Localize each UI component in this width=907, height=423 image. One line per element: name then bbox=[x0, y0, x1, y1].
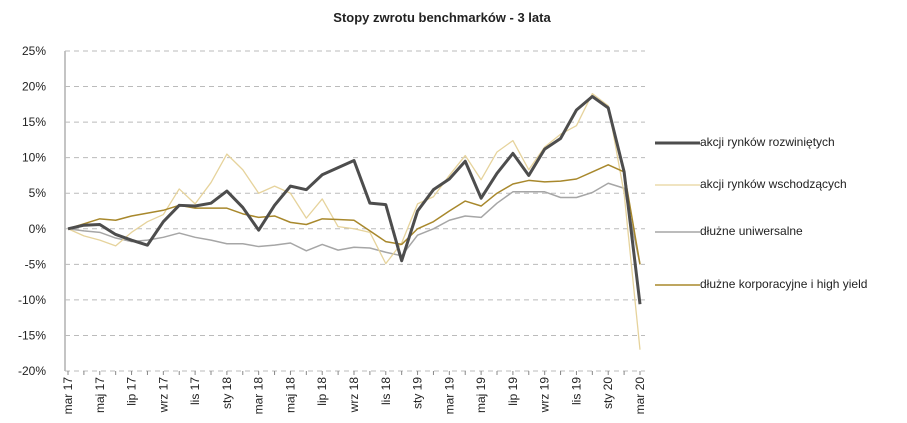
y-tick-label: 15% bbox=[22, 115, 46, 129]
x-tick-label: wrz 19 bbox=[538, 377, 552, 414]
y-tick-label: 0% bbox=[29, 222, 47, 236]
x-tick-label: lip 18 bbox=[315, 377, 329, 406]
x-tick-label: sty 18 bbox=[220, 377, 234, 409]
x-tick-label: sty 20 bbox=[601, 377, 615, 409]
series-line bbox=[67, 182, 641, 265]
y-tick-label: 20% bbox=[22, 80, 46, 94]
x-tick-label: lip 19 bbox=[506, 377, 520, 406]
x-tick-label: lis 17 bbox=[188, 377, 202, 405]
x-tick-label: mar 20 bbox=[633, 377, 647, 415]
y-tick-label: -5% bbox=[25, 257, 47, 271]
x-tick-label: mar 17 bbox=[61, 377, 75, 415]
chart-title: Stopy zwrotu benchmarków - 3 lata bbox=[333, 10, 551, 25]
x-tick-label: wrz 18 bbox=[347, 377, 361, 414]
x-tick-label: lis 19 bbox=[569, 377, 583, 405]
legend-label: dłużne korporacyjne i high yield bbox=[700, 277, 868, 291]
x-tick-label: lis 18 bbox=[379, 377, 393, 405]
x-tick-label: maj 19 bbox=[474, 377, 488, 413]
x-tick-label: lip 17 bbox=[125, 377, 139, 406]
series-line bbox=[67, 93, 641, 350]
x-tick-label: maj 17 bbox=[93, 377, 107, 413]
x-tick-label: maj 18 bbox=[283, 377, 297, 413]
series-line bbox=[67, 95, 642, 305]
x-tick-label: mar 19 bbox=[442, 377, 456, 415]
x-tick-label: sty 19 bbox=[411, 377, 425, 409]
legend-label: dłużne uniwersalne bbox=[700, 224, 803, 238]
legend-label: akcji rynków wschodzących bbox=[700, 177, 847, 191]
y-tick-label: 5% bbox=[29, 186, 47, 200]
y-tick-label: 10% bbox=[22, 151, 46, 165]
x-tick-label: mar 18 bbox=[252, 377, 266, 415]
x-tick-label: wrz 17 bbox=[156, 377, 170, 414]
y-tick-label: 25% bbox=[22, 44, 46, 58]
series-line bbox=[67, 164, 641, 265]
y-tick-label: -10% bbox=[18, 293, 46, 307]
y-tick-label: -20% bbox=[18, 364, 46, 378]
legend-label: akcji rynków rozwiniętych bbox=[700, 135, 835, 149]
y-tick-label: -15% bbox=[18, 328, 46, 342]
